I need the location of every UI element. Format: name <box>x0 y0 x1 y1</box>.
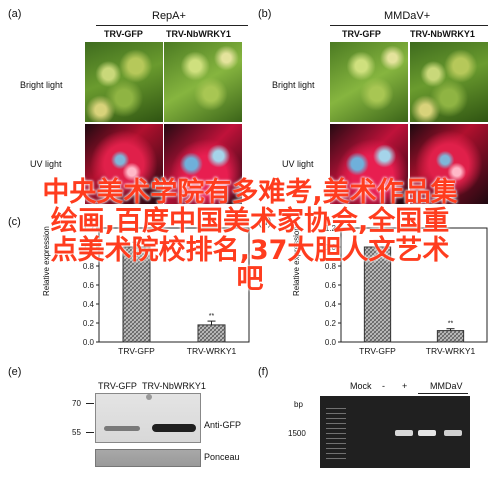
photo-b-wrky1-bright <box>410 42 488 122</box>
y-tick-label: 0.8 <box>83 262 95 271</box>
watermark-line-4: 吧 <box>236 264 264 295</box>
panel-b-row1: Bright light <box>272 80 315 90</box>
panel-f-letter: (f) <box>258 366 269 378</box>
watermark-line-2: 绘画,百度中国美术家协会,全国重 <box>50 206 450 237</box>
y-tick-label: 0.4 <box>325 300 337 309</box>
bar-trv-wrky1 <box>197 324 226 343</box>
gel-image <box>320 396 470 468</box>
panel-b-title-rule <box>330 25 488 26</box>
y-tick-label: 1.2 <box>325 224 337 233</box>
panel-a-title: RepA+ <box>152 10 186 22</box>
panel-e-marker-70: 70 <box>72 399 81 408</box>
panel-f-group: MMDaV <box>430 381 463 391</box>
marker-70-tick <box>86 403 94 404</box>
marker-55-tick <box>86 432 94 433</box>
chart-c: 0.0 0.2 0.4 0.6 0.8 1.0 1.2 TRV-GFP TRV-WRKY1 ** <box>83 224 250 356</box>
panel-f-lane-minus: - <box>382 381 385 391</box>
panel-b-letter: (b) <box>258 8 272 20</box>
y-tick-label: 0.0 <box>83 338 95 347</box>
panel-c-letter: (c) <box>8 216 21 228</box>
gel-band-1 <box>395 430 413 436</box>
y-tick-label: 1.0 <box>83 243 95 252</box>
bar-trv-wrky1 <box>436 330 465 343</box>
panel-f-bp: bp <box>294 400 303 409</box>
photo-a-wrky1-uv <box>164 124 242 204</box>
panel-b-row2: UV light <box>282 159 314 169</box>
x-tick-label: TRV-WRKY1 <box>426 346 476 356</box>
panel-e-letter: (e) <box>8 366 22 378</box>
bar-trv-gfp <box>122 246 151 343</box>
panel-a-col2: TRV-NbWRKY1 <box>166 29 231 39</box>
y-tick-label: 0.6 <box>325 281 337 290</box>
gel-band-3 <box>444 430 462 436</box>
panel-a-col1: TRV-GFP <box>104 29 143 39</box>
x-tick-label: TRV-GFP <box>118 346 155 356</box>
watermark-line-1: 中央美术学院有多难考,美术作品集 <box>42 177 458 208</box>
significance-mark: ** <box>448 321 454 328</box>
panel-a-letter: (a) <box>8 8 22 20</box>
y-tick-label: 0.2 <box>325 319 337 328</box>
band-wrky1 <box>152 424 196 432</box>
y-tick-label: 0.2 <box>83 319 95 328</box>
watermark-overlay: 中央美术学院有多难考,美术作品集 绘画,百度中国美术家协会,全国重 点美术院校排… <box>0 178 500 294</box>
panel-e-row2: Ponceau <box>204 452 240 462</box>
panel-e-marker-55: 55 <box>72 428 81 437</box>
panel-d-letter: (d) <box>258 216 272 228</box>
panel-f-lane-mock: Mock <box>350 381 372 391</box>
photo-a-wrky1-bright <box>164 42 242 122</box>
panel-a-row1: Bright light <box>20 80 63 90</box>
photo-a-gfp-bright <box>85 42 163 122</box>
panel-e-lane2: TRV-NbWRKY1 <box>142 381 206 391</box>
band-nonspecific <box>146 394 152 400</box>
photo-b-wrky1-uv <box>410 124 488 204</box>
photo-b-gfp-uv <box>330 124 408 204</box>
x-tick-label: TRV-WRKY1 <box>187 346 237 356</box>
y-tick-label: 1.0 <box>325 243 337 252</box>
panel-f-lane-plus: + <box>402 381 408 391</box>
photo-b-gfp-bright <box>330 42 408 122</box>
significance-mark: ** <box>209 313 215 320</box>
panel-b-title: MMDaV+ <box>384 10 431 22</box>
watermark-line-3: 点美术院校排名,37大胆人文艺术 <box>50 235 450 266</box>
gel-ladder <box>326 404 346 460</box>
bar-trv-gfp <box>363 246 392 343</box>
panel-f-marker: 1500 <box>288 429 306 438</box>
band-gfp <box>104 426 140 431</box>
panel-b-col2: TRV-NbWRKY1 <box>410 29 475 39</box>
y-tick-label: 0.6 <box>83 281 95 290</box>
panel-b-col1: TRV-GFP <box>342 29 381 39</box>
blot-ponceau <box>95 449 201 467</box>
chart-d: 0.0 0.2 0.4 0.6 0.8 1.0 1.2 TRV-GFP TRV-WRKY1 ** <box>325 224 488 356</box>
y-tick-label: 1.2 <box>83 224 95 233</box>
panel-e-lane1: TRV-GFP <box>98 381 137 391</box>
gel-band-2 <box>418 430 436 436</box>
blot-anti-gfp <box>95 393 201 443</box>
panel-a-title-rule <box>96 25 248 26</box>
y-tick-label: 0.8 <box>325 262 337 271</box>
y-tick-label: 0.0 <box>325 338 337 347</box>
panel-a-row2: UV light <box>30 159 62 169</box>
photo-a-gfp-uv <box>85 124 163 204</box>
panel-f-group-rule <box>418 393 468 394</box>
x-tick-label: TRV-GFP <box>359 346 396 356</box>
panel-e-row1: Anti-GFP <box>204 420 242 430</box>
y-tick-label: 0.4 <box>83 300 95 309</box>
